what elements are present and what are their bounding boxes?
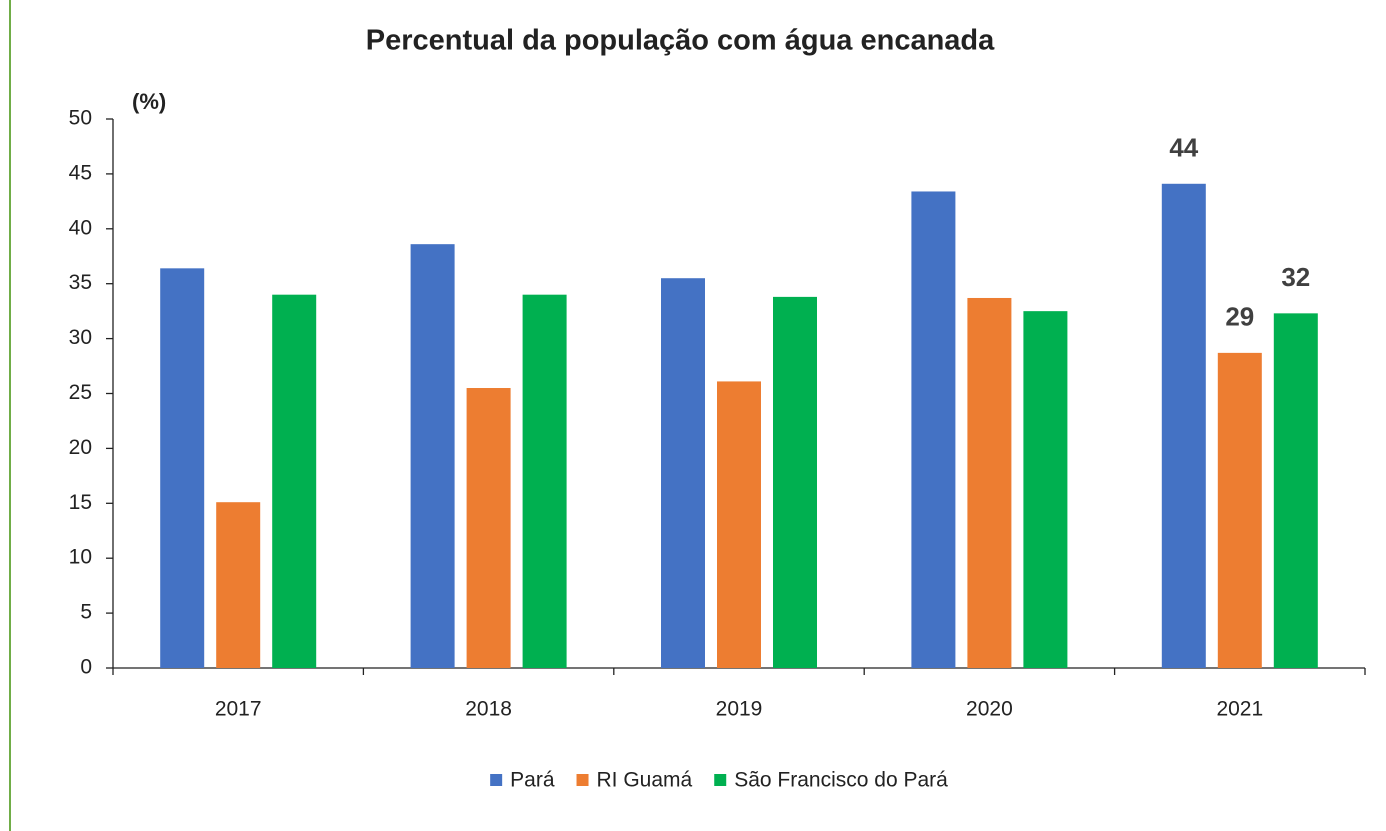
x-tick-label: 2019: [716, 698, 763, 721]
y-tick-label: 0: [80, 656, 92, 679]
legend-swatch: [714, 774, 727, 786]
bar: [911, 191, 956, 668]
y-axis-label: (%): [132, 89, 166, 114]
bar: [1161, 183, 1206, 669]
bar: [717, 381, 761, 668]
x-tick-label: 2020: [966, 698, 1013, 721]
bar: [661, 278, 705, 668]
x-tick-label: 2021: [1216, 698, 1263, 721]
y-tick-label: 15: [69, 491, 92, 514]
y-tick-label: 50: [69, 107, 92, 130]
bar: [773, 296, 817, 668]
bar: [160, 268, 205, 668]
legend-label: São Francisco do Pará: [734, 769, 948, 792]
y-tick-label: 40: [69, 216, 92, 239]
bar: [410, 244, 455, 668]
bar: [522, 294, 567, 668]
legend-swatch: [490, 774, 503, 786]
chart-title: Percentual da população com água encanad…: [366, 25, 995, 57]
bar: [1023, 311, 1068, 668]
y-tick-label: 20: [69, 436, 92, 459]
bar: [967, 297, 1012, 668]
y-tick-label: 45: [69, 161, 92, 184]
x-tick-label: 2017: [215, 698, 262, 721]
legend-swatch: [576, 774, 589, 786]
data-label: 29: [1225, 302, 1254, 332]
data-label: 32: [1281, 262, 1310, 292]
legend-label: Pará: [510, 769, 555, 792]
y-tick-label: 30: [69, 326, 92, 349]
data-label: 44: [1169, 133, 1198, 163]
bar: [466, 388, 511, 668]
x-tick-label: 2018: [465, 698, 512, 721]
y-tick-label: 35: [69, 271, 92, 294]
y-tick-label: 25: [69, 381, 92, 404]
bar: [272, 294, 317, 668]
bar: [1273, 313, 1318, 668]
y-tick-label: 5: [80, 601, 92, 624]
bar: [216, 502, 261, 668]
bar: [1217, 352, 1262, 668]
y-tick-label: 10: [69, 546, 92, 569]
legend-label: RI Guamá: [597, 769, 693, 792]
